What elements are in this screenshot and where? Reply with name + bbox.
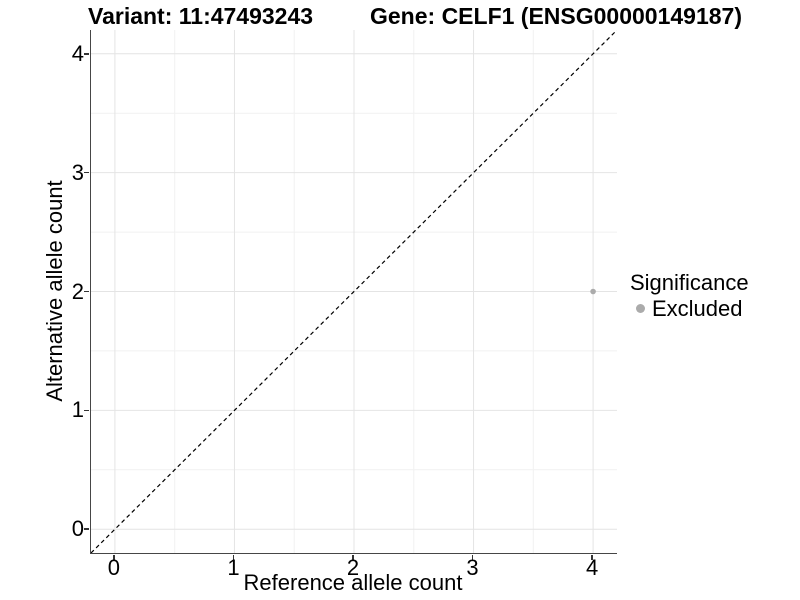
legend-item-excluded: Excluded	[630, 296, 749, 321]
y-tick-label: 1	[71, 397, 84, 423]
y-tick-mark	[84, 171, 89, 174]
excluded-point-icon	[636, 304, 645, 314]
x-tick-mark	[113, 554, 115, 560]
plot-panel	[90, 30, 617, 554]
legend-item-label: Excluded	[652, 296, 743, 322]
x-axis-title: Reference allele count	[243, 570, 463, 595]
y-tick-label: 4	[71, 40, 84, 66]
variant-title: Variant: 11:47493243	[88, 3, 314, 29]
y-tick-label: 0	[71, 516, 84, 542]
y-tick-mark	[84, 409, 89, 412]
legend-title: Significance	[630, 270, 749, 295]
plot-canvas	[91, 30, 617, 553]
y-tick-mark	[84, 290, 89, 293]
x-tick-mark	[471, 554, 474, 560]
legend: Significance Excluded	[630, 270, 749, 322]
x-tick-label: 3	[466, 555, 479, 580]
data-point-excluded	[590, 288, 596, 295]
x-tick-mark	[232, 554, 235, 560]
x-tick-label: 2	[346, 555, 360, 580]
x-tick-label: 1	[227, 555, 240, 580]
identity-dashed-line	[91, 30, 617, 553]
x-tick-mark	[352, 554, 354, 560]
x-tick-label: 4	[585, 555, 599, 580]
gene-title: Gene: CELF1 (ENSG00000149187)	[370, 3, 743, 29]
y-tick-label: 3	[71, 159, 84, 185]
y-tick-label: 2	[71, 278, 84, 304]
x-tick-mark	[591, 554, 593, 560]
y-tick-mark	[84, 53, 89, 55]
x-tick-label: 0	[107, 555, 121, 580]
y-tick-mark	[84, 528, 89, 530]
